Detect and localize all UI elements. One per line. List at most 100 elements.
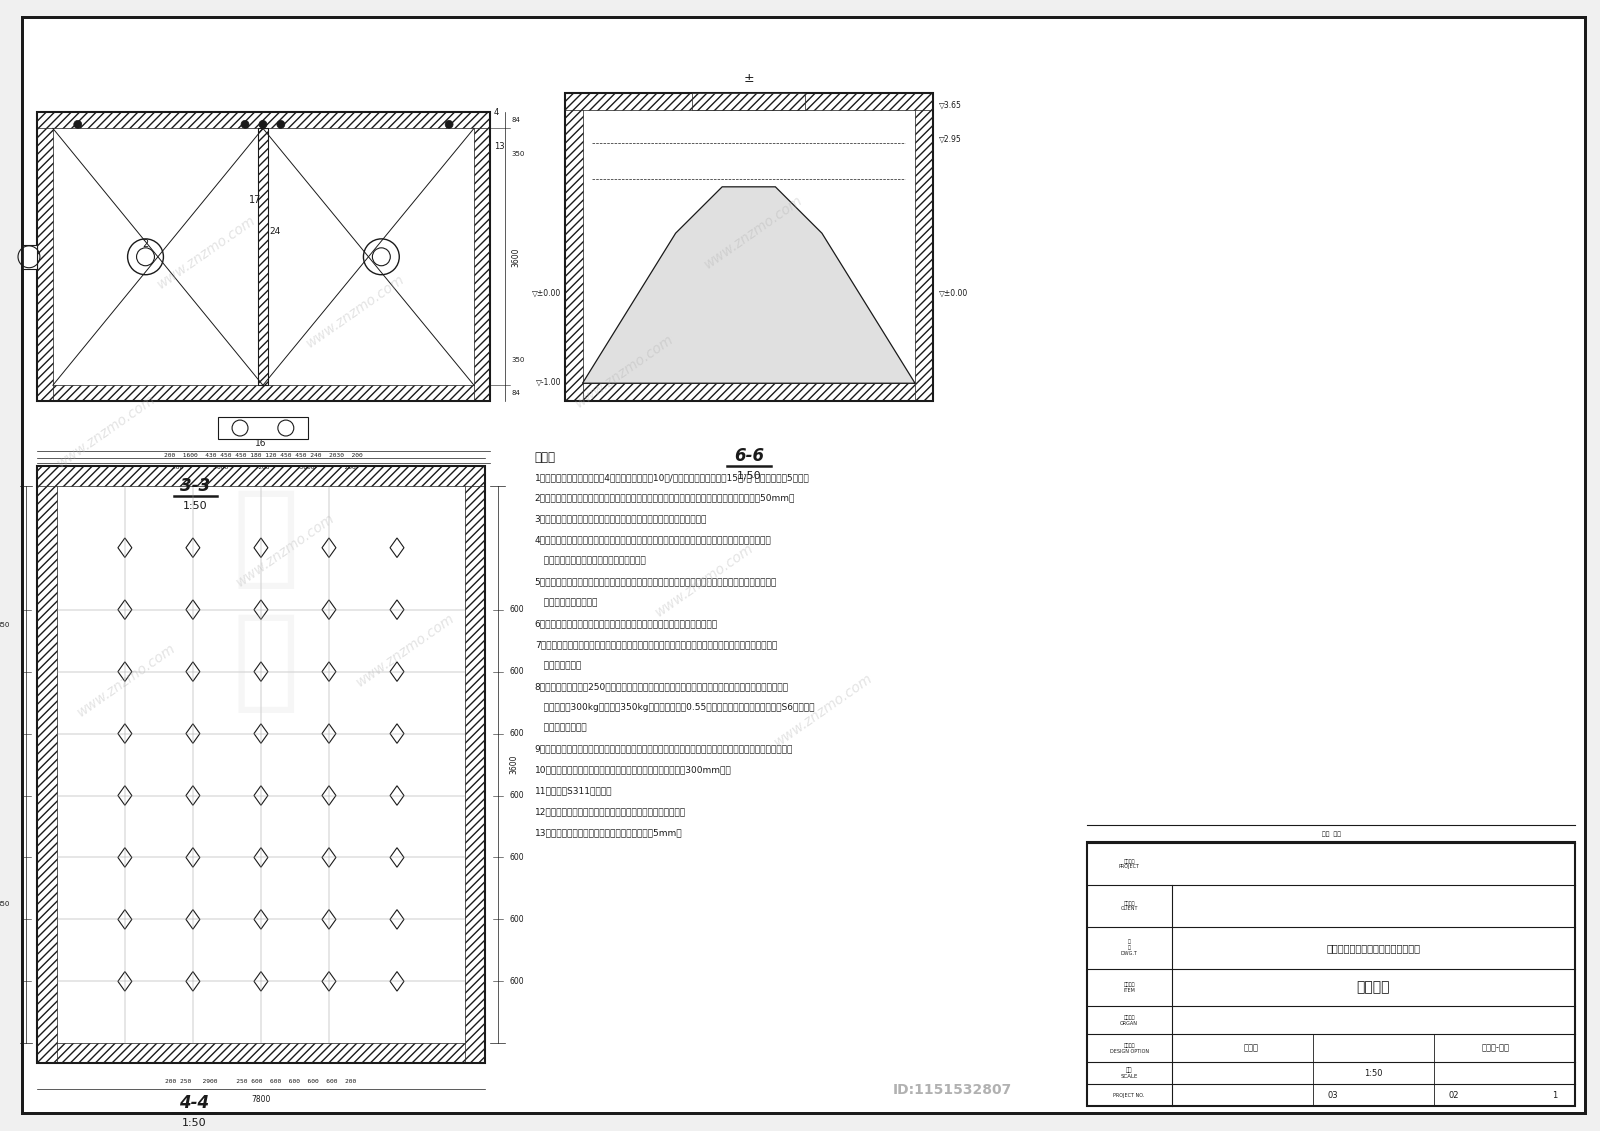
Polygon shape: [254, 909, 267, 930]
Polygon shape: [254, 848, 267, 867]
Text: ▽-1.00: ▽-1.00: [536, 378, 562, 387]
Text: 8、池体砼标号不低于250号，捣振原要求，骨料应有良好的级配，保证砼的不透水性，每方砼的水泥用: 8、池体砼标号不低于250号，捣振原要求，骨料应有良好的级配，保证砼的不透水性，…: [534, 682, 789, 691]
Text: 比例
SCALE: 比例 SCALE: [1120, 1068, 1138, 1079]
Text: 11、钢配筋S311结水泵；: 11、钢配筋S311结水泵；: [534, 786, 613, 795]
Polygon shape: [118, 538, 131, 558]
Polygon shape: [390, 786, 403, 805]
Polygon shape: [186, 538, 200, 558]
Text: 1: 1: [1552, 1090, 1558, 1099]
Bar: [466, 466, 485, 1063]
Text: 12、施层处理：钢配件倒角后，扎开打宽两道，调和涂两道；: 12、施层处理：钢配件倒角后，扎开打宽两道，调和涂两道；: [534, 808, 686, 817]
Text: www.znzmo.com: www.znzmo.com: [54, 391, 158, 470]
Text: 600: 600: [510, 667, 525, 676]
Polygon shape: [254, 972, 267, 991]
Text: ▽2.95: ▽2.95: [939, 135, 962, 144]
Text: 13、三角边遮模模板为钢模板焊接，钢板厚度为5mm。: 13、三角边遮模模板为钢模板焊接，钢板厚度为5mm。: [534, 828, 682, 837]
Text: 4: 4: [494, 109, 499, 118]
Text: 1:50: 1:50: [181, 1117, 206, 1128]
Text: ID:1151532807: ID:1151532807: [893, 1083, 1013, 1097]
Polygon shape: [390, 724, 403, 743]
Text: 84: 84: [512, 390, 520, 396]
Text: 200 250   2900     250 600  600  600  600  600  200: 200 250 2900 250 600 600 600 600 600 200: [165, 1079, 357, 1083]
Polygon shape: [254, 724, 267, 743]
Text: 17: 17: [248, 196, 261, 206]
Text: 200        3600        200        3600        200: 200 3600 200 3600 200: [171, 465, 355, 469]
Text: ▽±0.00: ▽±0.00: [533, 288, 562, 297]
Text: 无阀滤池: 无阀滤池: [1357, 981, 1390, 994]
Text: 用量可不受限制；: 用量可不受限制；: [534, 724, 586, 733]
Polygon shape: [186, 724, 200, 743]
Text: 4-4: 4-4: [179, 1094, 208, 1112]
Circle shape: [277, 120, 285, 128]
Polygon shape: [186, 786, 200, 805]
Polygon shape: [390, 909, 403, 930]
Text: 水处理-工艺: 水处理-工艺: [1482, 1044, 1509, 1053]
Bar: [915, 93, 933, 402]
Polygon shape: [322, 599, 336, 620]
Text: 图
名
DWG.T: 图 名 DWG.T: [1120, 940, 1138, 956]
Polygon shape: [118, 724, 131, 743]
Text: 5、焊接时，应注意虹吸辅助管管口不要伸入虹吸等管内，与此相反，装在虹吸等管顶部的排气管管口: 5、焊接时，应注意虹吸辅助管管口不要伸入虹吸等管内，与此相反，装在虹吸等管顶部的…: [534, 577, 778, 586]
Text: 350: 350: [0, 622, 10, 628]
Text: 84: 84: [512, 118, 520, 123]
Text: 3600: 3600: [510, 754, 518, 775]
Text: 施工图: 施工图: [1245, 1044, 1259, 1053]
Polygon shape: [118, 786, 131, 805]
Text: 则应插入虹吸等管内；: 则应插入虹吸等管内；: [534, 598, 597, 607]
Polygon shape: [254, 599, 267, 620]
Polygon shape: [390, 538, 403, 558]
Text: 10、施工完毕设设滤池通水观察水上举，偏部下对齐子槽形距300mm处；: 10、施工完毕设设滤池通水观察水上举，偏部下对齐子槽形距300mm处；: [534, 766, 731, 775]
Polygon shape: [118, 972, 131, 991]
Text: 1、设计水量按净产水量再加4％考虑，滤速采用10米/时，平均冲洗强度采用15升/秒·米，冲洗历时5分钟；: 1、设计水量按净产水量再加4％考虑，滤速采用10米/时，平均冲洗强度采用15升/…: [534, 473, 810, 482]
Text: 600: 600: [510, 791, 525, 800]
Bar: [37, 466, 58, 1063]
Text: 02: 02: [1448, 1090, 1459, 1099]
Text: 600: 600: [510, 853, 525, 862]
Circle shape: [445, 120, 453, 128]
Text: 6-6: 6-6: [734, 447, 763, 465]
Bar: [37, 112, 53, 402]
Text: www.znzmo.com: www.znzmo.com: [75, 640, 179, 719]
Text: 600: 600: [510, 977, 525, 986]
Text: 9、浇筑滤池时，应将预埋件按图预先设置围模，防止浇筑砼时松动；在孔洞处钢筋应尽量绕过，避免截断；: 9、浇筑滤池时，应将预埋件按图预先设置围模，防止浇筑砼时松动；在孔洞处钢筋应尽量…: [534, 744, 794, 753]
Bar: [565, 93, 933, 402]
Bar: [474, 112, 490, 402]
Text: www.znzmo.com: www.znzmo.com: [354, 611, 458, 689]
Text: 6、池体的施工安装与验收，均应按照现行建筑工程施工验收技术规范执行；: 6、池体的施工安装与验收，均应按照现行建筑工程施工验收技术规范执行；: [534, 619, 718, 628]
Text: www.znzmo.com: www.znzmo.com: [653, 541, 755, 620]
Text: 7、池体开挖遇地下水时，应注意施工排水，防止地基土壤的大量结构，将水井底板应在池底渗水测量: 7、池体开挖遇地下水时，应注意施工排水，防止地基土壤的大量结构，将水井底板应在池…: [534, 640, 778, 649]
Bar: [258, 128, 267, 386]
Polygon shape: [322, 972, 336, 991]
Bar: [37, 466, 485, 1063]
Text: 03: 03: [1328, 1090, 1338, 1099]
Circle shape: [136, 248, 155, 266]
Text: 知
乎: 知 乎: [232, 485, 299, 716]
Bar: [1088, 843, 1574, 1106]
Text: 定，如不用圆环钢板，可用角钢焊接固定；: 定，如不用圆环钢板，可用角钢焊接固定；: [534, 556, 645, 566]
Text: 2: 2: [142, 239, 149, 249]
Text: 重力式无阀滤池建筑图（二）及说明: 重力式无阀滤池建筑图（二）及说明: [1326, 943, 1421, 952]
Bar: [565, 93, 933, 111]
Text: 1:50: 1:50: [736, 470, 762, 481]
Polygon shape: [322, 786, 336, 805]
Text: 600: 600: [510, 915, 525, 924]
Text: 350: 350: [0, 901, 10, 907]
Text: www.znzmo.com: www.znzmo.com: [154, 213, 258, 291]
Circle shape: [242, 120, 250, 128]
Text: www.znzmo.com: www.znzmo.com: [234, 511, 338, 589]
Text: PROJECT NO.: PROJECT NO.: [1114, 1093, 1144, 1097]
Bar: [218, 417, 307, 439]
Text: ▽3.65: ▽3.65: [939, 101, 962, 110]
Bar: [693, 93, 805, 111]
Polygon shape: [322, 909, 336, 930]
Text: www.znzmo.com: www.znzmo.com: [771, 671, 875, 749]
Text: 设计  审核: 设计 审核: [1322, 831, 1341, 837]
Circle shape: [259, 120, 267, 128]
Polygon shape: [322, 662, 336, 681]
Text: 建设单位
CLIENT: 建设单位 CLIENT: [1120, 900, 1138, 912]
Polygon shape: [186, 848, 200, 867]
Text: 24: 24: [269, 226, 280, 235]
Text: 16: 16: [254, 439, 267, 448]
Polygon shape: [118, 662, 131, 681]
Polygon shape: [390, 848, 403, 867]
